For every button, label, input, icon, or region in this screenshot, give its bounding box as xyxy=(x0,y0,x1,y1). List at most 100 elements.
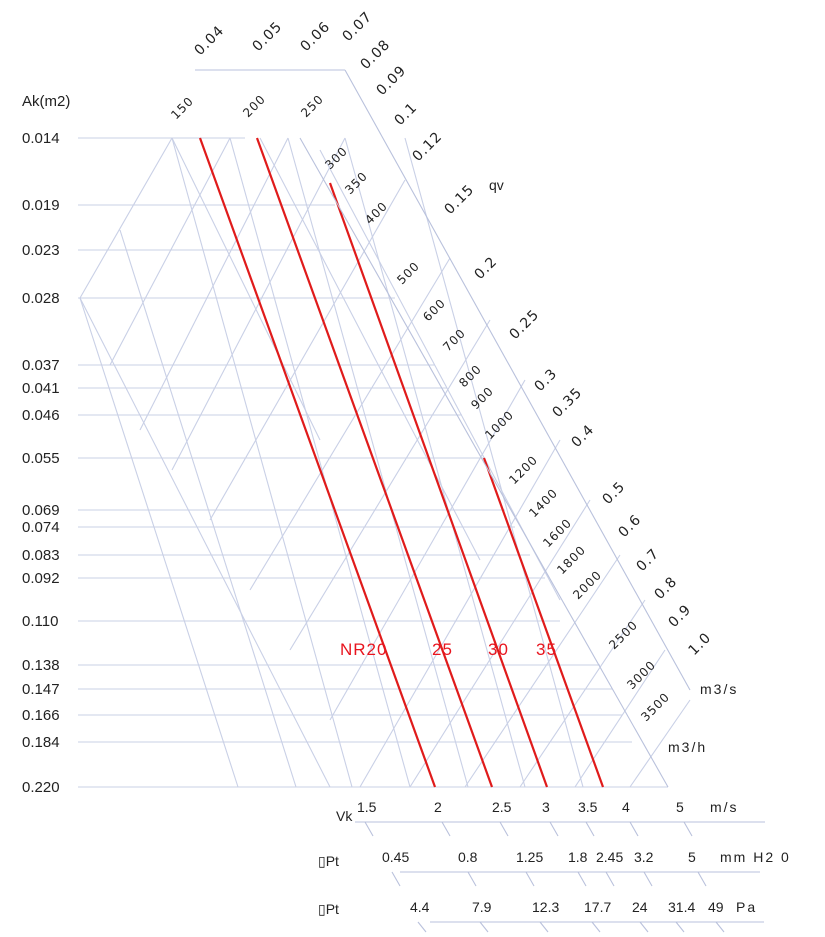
qv-m3s-tick: 0.2 xyxy=(472,254,501,283)
pressure-pa-tick: 31.4 xyxy=(668,899,695,915)
pressure-mm-tick: 3.2 xyxy=(634,849,654,865)
qv-m3s-tick: 0.05 xyxy=(250,19,286,55)
area-tick-label: 0.014 xyxy=(22,130,60,147)
noise-curve-label: 30 xyxy=(488,640,509,659)
area-tick-label: 0.046 xyxy=(22,407,60,424)
velocity-tick: 2.5 xyxy=(492,799,512,815)
velocity-connector xyxy=(549,821,559,837)
noise-curves xyxy=(198,137,605,788)
lattice-line xyxy=(289,319,491,651)
lattice-line xyxy=(139,137,289,431)
qv-m3h-tick: 1000 xyxy=(482,408,516,442)
area-tick-label: 0.069 xyxy=(22,502,60,519)
pressure-pa-tick: 4.4 xyxy=(410,899,430,915)
pressure-pa-tick: 24 xyxy=(632,899,648,915)
noise-curve-label: 25 xyxy=(432,640,453,659)
area-tick-label: 0.138 xyxy=(22,657,60,674)
area-tick-label: 0.147 xyxy=(22,681,60,698)
lattice-line xyxy=(464,554,621,788)
qv-label: qv xyxy=(489,177,504,193)
qv-m3s-tick: 0.35 xyxy=(550,385,586,421)
qv-m3s-tick: 0.04 xyxy=(192,23,228,59)
pressure-mm-connector xyxy=(467,871,477,887)
qv-m3s-tick: 0.4 xyxy=(569,422,598,451)
lattice-line xyxy=(629,699,691,788)
lattice-line xyxy=(79,137,173,299)
qv-m3h-tick: 900 xyxy=(468,384,496,412)
qv-m3s-tick: 0.08 xyxy=(358,37,394,73)
area-tick-label: 0.184 xyxy=(22,734,60,751)
velocity-tick: 4 xyxy=(622,799,630,815)
pressure-mm-label: ▯Pt xyxy=(318,853,339,869)
lattice-line xyxy=(404,137,584,788)
qv-m3s-axis xyxy=(344,69,691,691)
velocity-connector xyxy=(364,821,374,837)
velocity-label: Vk xyxy=(336,808,353,824)
pressure-pa-tick: 7.9 xyxy=(472,899,492,915)
pressure-pa-connector xyxy=(675,921,685,933)
lattice-line xyxy=(209,179,406,521)
qv-m3s-tick: 0.09 xyxy=(374,63,410,99)
noise-curve-25 xyxy=(255,137,494,788)
pressure-mm-tick: 5 xyxy=(688,849,696,865)
qv-m3h-tick: 1400 xyxy=(526,486,560,520)
qv-m3s-tick: 0.3 xyxy=(532,366,561,395)
pressure-pa-tick: 17.7 xyxy=(584,899,611,915)
pressure-mm-tick: 0.45 xyxy=(382,849,409,865)
qv-m3h-tick: 400 xyxy=(362,199,390,227)
qv-m3h-tick: 700 xyxy=(440,326,468,354)
lattice-line xyxy=(171,137,346,471)
qv-m3s-tick: 1.0 xyxy=(686,630,715,659)
qv-m3h-tick: 350 xyxy=(342,169,370,197)
pressure-mm-connector xyxy=(525,871,535,887)
qv-m3h-tick: 3000 xyxy=(624,658,658,692)
pressure-pa-unit: Pa xyxy=(736,899,757,915)
velocity-tick: 3.5 xyxy=(578,799,598,815)
pressure-pa-connector xyxy=(639,921,649,933)
qv-m3h-tick: 3500 xyxy=(638,690,672,724)
noise-curve-label: 35 xyxy=(536,640,557,659)
pressure-mm-tick: 1.8 xyxy=(568,849,588,865)
lattice-line xyxy=(171,137,321,441)
grid xyxy=(78,137,691,788)
qv-m3h-axis xyxy=(299,137,669,788)
noise-curve-35 xyxy=(482,457,605,788)
qv-m3s-unit: m3/s xyxy=(700,681,738,697)
noise-curve-nr20 xyxy=(198,137,437,788)
pressure-mm-connector xyxy=(391,871,401,887)
lattice-line xyxy=(109,137,231,366)
pressure-mm-tick: 1.25 xyxy=(516,849,543,865)
qv-m3h-tick: 150 xyxy=(168,94,196,122)
qv-m3s-tick: 0.12 xyxy=(410,129,446,165)
qv-m3s-tick: 0.25 xyxy=(507,307,543,343)
pressure-mm-connector xyxy=(577,871,587,887)
qv-m3h-tick: 800 xyxy=(456,362,484,390)
velocity-tick: 2 xyxy=(434,799,442,815)
qv-m3h-tick: 2500 xyxy=(606,618,640,652)
qv-m3s-tick: 0.1 xyxy=(392,100,421,129)
velocity-tick: 1.5 xyxy=(357,799,377,815)
pressure-mm-connector xyxy=(605,871,615,887)
pressure-mm-tick: 2.45 xyxy=(596,849,623,865)
qv-m3s-tick: 0.9 xyxy=(666,602,695,631)
lattice-line xyxy=(171,137,353,788)
area-tick-label: 0.028 xyxy=(22,290,60,307)
pressure-pa-connector xyxy=(539,921,549,933)
qv-m3s-tick: 0.6 xyxy=(616,512,645,541)
lattice-line xyxy=(79,297,239,788)
pressure-pa-connector xyxy=(715,921,725,933)
velocity-unit: m/s xyxy=(710,799,739,815)
lattice-line xyxy=(344,137,526,788)
lattice-line xyxy=(79,297,331,788)
scales xyxy=(195,69,765,933)
velocity-connector xyxy=(441,821,451,837)
qv-m3h-unit: m3/h xyxy=(668,739,707,755)
pressure-pa-connector xyxy=(479,921,489,933)
lattice-line xyxy=(329,379,526,721)
lattice-line xyxy=(249,257,451,591)
area-tick-label: 0.037 xyxy=(22,357,60,374)
pressure-mm-tick: 0.8 xyxy=(458,849,478,865)
lattice-line xyxy=(519,599,646,788)
qv-m3h-tick: 300 xyxy=(322,144,350,172)
area-tick-label: 0.055 xyxy=(22,450,60,467)
